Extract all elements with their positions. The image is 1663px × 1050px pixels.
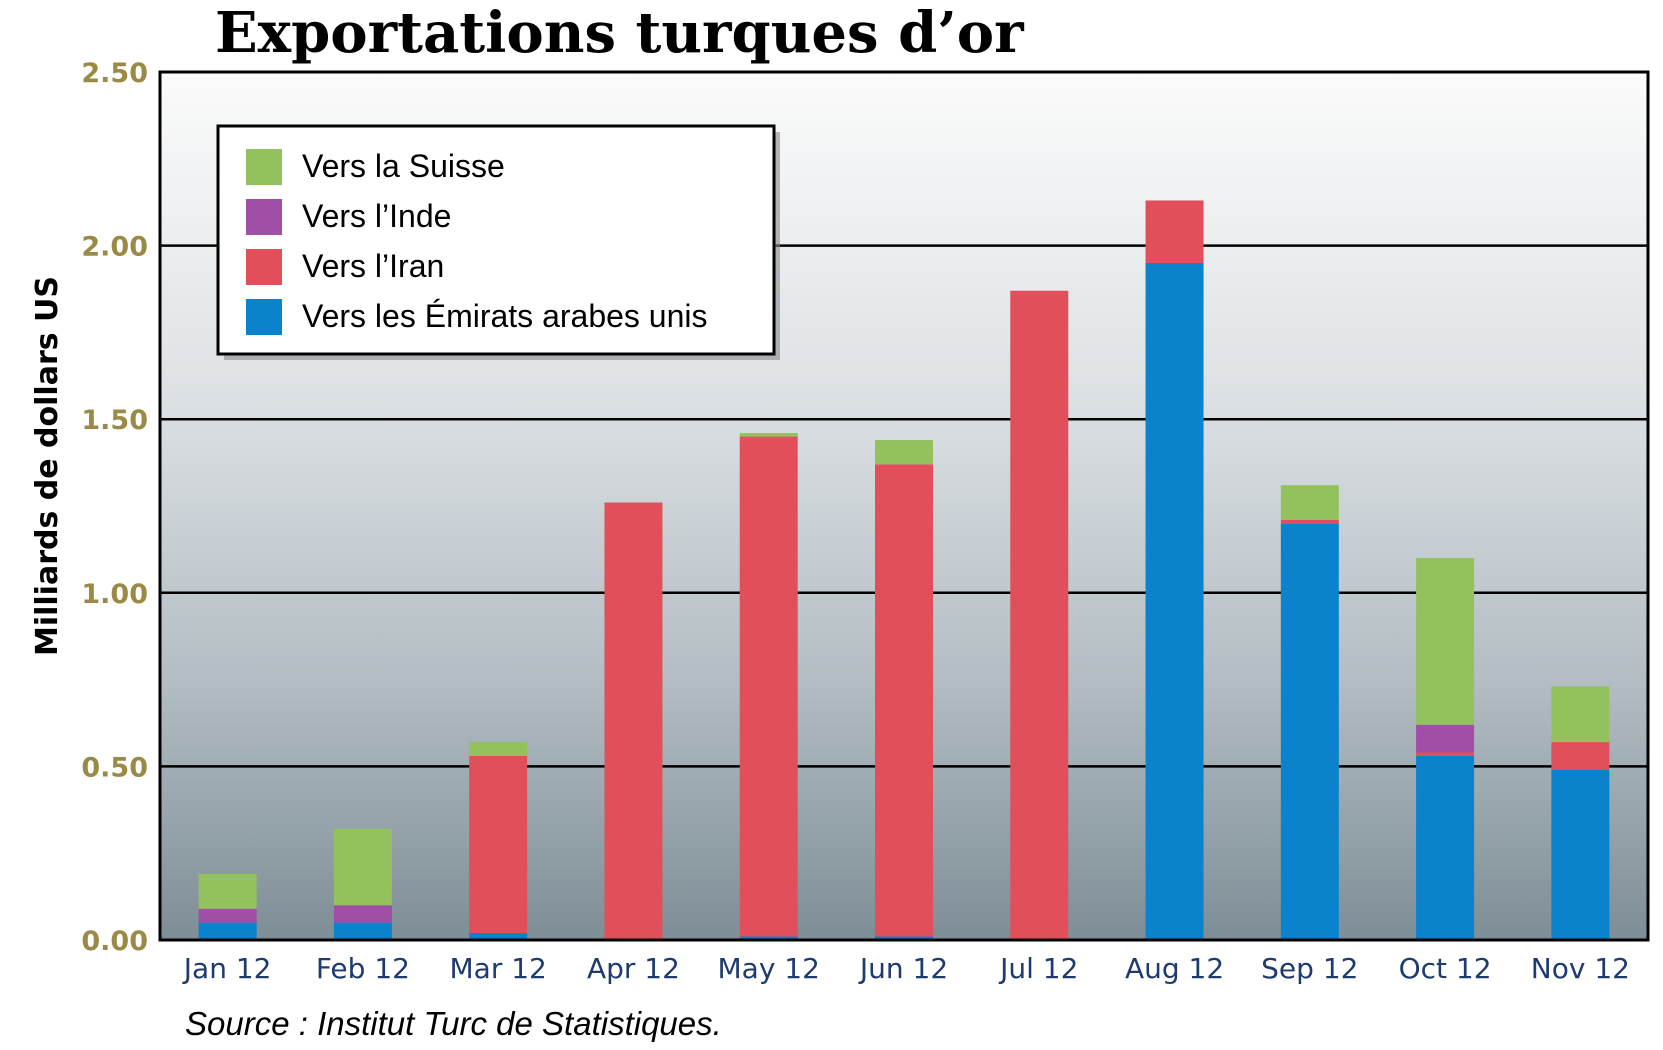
bar-segment (1010, 290, 1069, 941)
bar-segment (1145, 200, 1204, 263)
bar-segment (1280, 519, 1339, 524)
bar-segment (1280, 485, 1339, 520)
legend: Vers la Suisse Vers l’Inde Vers l’Iran Vers… (216, 124, 780, 360)
y-tick-label: 1.00 (81, 579, 148, 610)
chart-title: Exportations turques d’or (215, 0, 1025, 66)
x-tick-label: May 12 (718, 952, 820, 985)
bar-segment (604, 502, 663, 940)
bar-segment (1416, 752, 1475, 756)
x-tick-label: Feb 12 (316, 952, 410, 985)
x-tick-label: Sep 12 (1261, 952, 1358, 985)
bar-segment (333, 905, 392, 923)
legend-swatch (246, 299, 282, 335)
bar-segment (1145, 262, 1204, 941)
legend-swatch (246, 249, 282, 285)
x-axis-ticks: Jan 12 Feb 12 Mar 12 Apr 12 May 12 Jun 12 Jul … (182, 952, 1630, 985)
bar-segment (1416, 724, 1475, 753)
legend-label: Vers les Émirats arabes unis (302, 298, 708, 334)
bar-segment (875, 440, 933, 465)
bar-segment (469, 755, 528, 934)
bar-segment (739, 436, 798, 937)
legend-label: Vers la Suisse (302, 148, 505, 184)
y-tick-label: 0.00 (81, 926, 148, 957)
x-tick-label: Apr 12 (587, 952, 680, 985)
bar-segment (1280, 523, 1339, 940)
bar-segment (469, 742, 528, 756)
x-tick-label: Mar 12 (450, 952, 547, 985)
bar-segment (1416, 558, 1475, 725)
x-tick-label: Nov 12 (1531, 952, 1630, 985)
source-note: Source : Institut Turc de Statistiques. (185, 1005, 722, 1042)
y-axis-label: Milliards de dollars US (30, 276, 65, 656)
y-tick-label: 1.50 (81, 405, 148, 436)
bar-segment (1551, 686, 1610, 743)
bar-segment (1551, 742, 1610, 770)
x-tick-label: Oct 12 (1399, 952, 1492, 985)
bar-segment (739, 433, 798, 437)
y-axis-ticks: 0.00 0.50 1.00 1.50 2.00 2.50 (81, 58, 148, 957)
x-tick-label: Jun 12 (858, 952, 948, 985)
x-tick-label: Jul 12 (998, 952, 1078, 985)
bar-segment (1416, 755, 1475, 940)
bar-segment (198, 922, 257, 940)
legend-swatch (246, 199, 282, 235)
y-tick-label: 2.50 (81, 58, 148, 89)
bar-segment (469, 933, 528, 940)
x-tick-label: Aug 12 (1125, 952, 1224, 985)
plot-border (158, 70, 1650, 942)
y-tick-label: 0.50 (81, 752, 148, 783)
legend-label: Vers l’Inde (302, 198, 451, 234)
legend-swatch (246, 149, 282, 185)
legend-label: Vers l’Iran (302, 248, 444, 284)
y-tick-label: 2.00 (81, 232, 148, 263)
x-tick-label: Jan 12 (182, 952, 272, 985)
bar-segment (333, 922, 392, 940)
legend-items: Vers la Suisse Vers l’Inde Vers l’Iran Vers… (246, 148, 708, 335)
bar-segment (198, 908, 257, 923)
bar-segment (875, 936, 933, 940)
bar-segment (333, 828, 392, 906)
bars (198, 200, 1610, 941)
bar-segment (739, 936, 798, 940)
bar-segment (875, 464, 933, 937)
bar-segment (198, 874, 257, 909)
legend-box (216, 124, 776, 356)
bar-segment (1551, 769, 1610, 940)
